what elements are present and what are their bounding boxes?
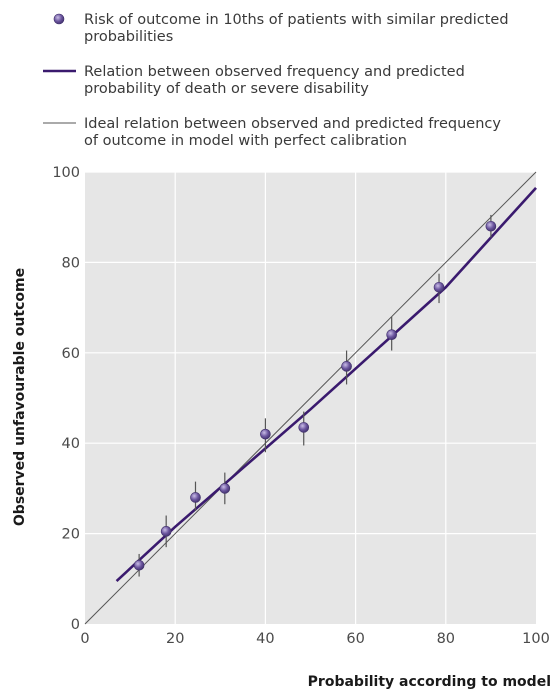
data-point-8 <box>386 329 397 341</box>
data-point-4 <box>219 483 231 494</box>
observed-fit-line <box>115 186 537 583</box>
legend-ideal-label-line1: Ideal relation between observed and pred… <box>84 116 501 132</box>
gridlines <box>85 171 536 624</box>
legend-point-label-line2: probabilities <box>84 29 173 45</box>
x-tick-label-20: 20 <box>166 631 184 647</box>
y-tick-label-60: 60 <box>62 346 80 362</box>
legend-ideal-label-line2: of outcome in model with perfect calibra… <box>84 133 407 149</box>
x-tick-label-80: 80 <box>437 631 455 647</box>
data-point-7 <box>341 361 352 372</box>
y-tick-label-20: 20 <box>62 527 80 543</box>
x-tick-label-60: 60 <box>346 631 364 647</box>
y-tick-label-40: 40 <box>62 436 80 452</box>
legend-fit-label-line1: Relation between observed frequency and … <box>84 64 465 80</box>
data-point-1 <box>133 559 145 571</box>
data-point-10 <box>485 220 497 232</box>
legend: Risk of outcome in 10ths of patients wit… <box>43 12 509 149</box>
legend-item-ideal-line: Ideal relation between observed and pred… <box>43 116 501 149</box>
y-axis-ticks: 0 20 40 60 80 100 <box>52 165 80 633</box>
x-tick-label-40: 40 <box>256 631 274 647</box>
y-tick-label-80: 80 <box>62 255 80 271</box>
legend-item-fit-line: Relation between observed frequency and … <box>43 64 465 97</box>
legend-item-points: Risk of outcome in 10ths of patients wit… <box>53 12 509 45</box>
legend-point-label-line1: Risk of outcome in 10ths of patients wit… <box>84 12 509 28</box>
legend-point-marker <box>53 13 65 25</box>
plot-area: 0 20 40 60 80 100 0 20 40 60 80 100 <box>52 165 550 647</box>
ideal-calibration-line <box>84 171 537 625</box>
y-axis-title: Observed unfavourable outcome <box>12 268 28 526</box>
data-point-2 <box>160 526 172 537</box>
legend-fit-label-line2: probability of death or severe disabilit… <box>84 81 369 97</box>
x-axis-ticks: 0 20 40 60 80 100 <box>80 631 549 647</box>
y-tick-label-0: 0 <box>71 617 80 633</box>
y-tick-label-100: 100 <box>52 165 80 181</box>
x-axis-title: Probability according to model <box>308 674 551 690</box>
data-point-5 <box>260 428 271 440</box>
data-point-9 <box>433 281 445 293</box>
x-tick-label-0: 0 <box>80 631 89 647</box>
data-point-3 <box>190 492 201 503</box>
x-tick-label-100: 100 <box>522 631 550 647</box>
data-points <box>133 220 497 571</box>
data-point-6 <box>298 422 310 433</box>
